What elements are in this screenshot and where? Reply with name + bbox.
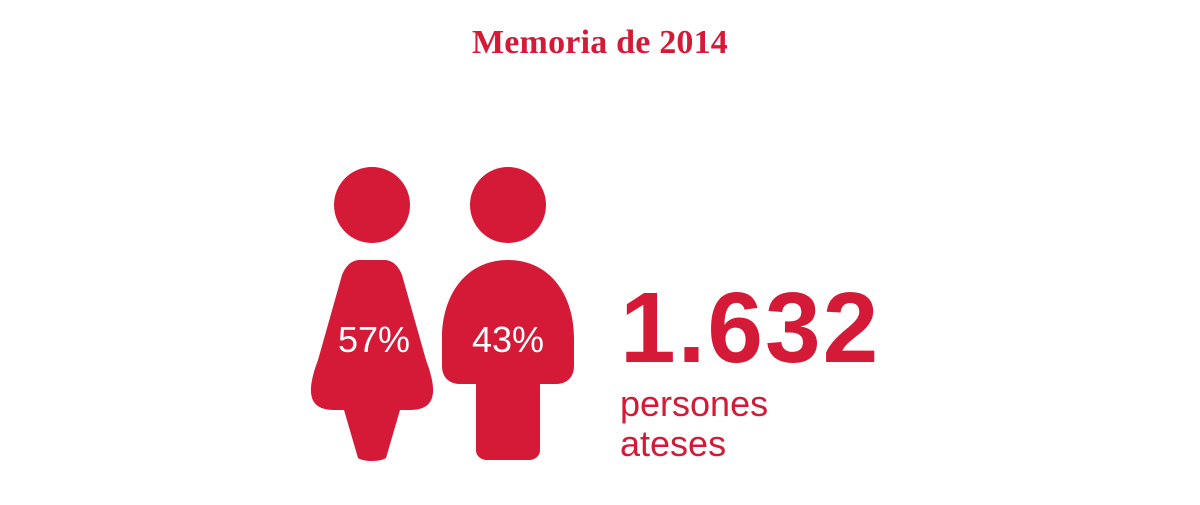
total-count: 1.632	[620, 272, 881, 384]
figures-graphic	[310, 167, 574, 461]
man-body	[442, 260, 574, 460]
man-figure-icon	[442, 167, 574, 460]
women-percentage: 57%	[337, 319, 411, 360]
man-head	[470, 167, 546, 243]
woman-head	[334, 167, 410, 243]
total-label-line1: persones	[620, 383, 769, 424]
woman-body	[310, 260, 434, 461]
gender-figures: 57% 43%	[300, 160, 590, 470]
men-percentage: 43%	[471, 319, 545, 360]
page-title: Memoria de 2014	[471, 24, 729, 61]
woman-figure-icon	[310, 167, 434, 461]
total-label: persones ateses	[620, 384, 940, 464]
total-label-line2: ateses	[620, 423, 727, 464]
total-block: 1.632 persones ateses	[620, 278, 940, 464]
